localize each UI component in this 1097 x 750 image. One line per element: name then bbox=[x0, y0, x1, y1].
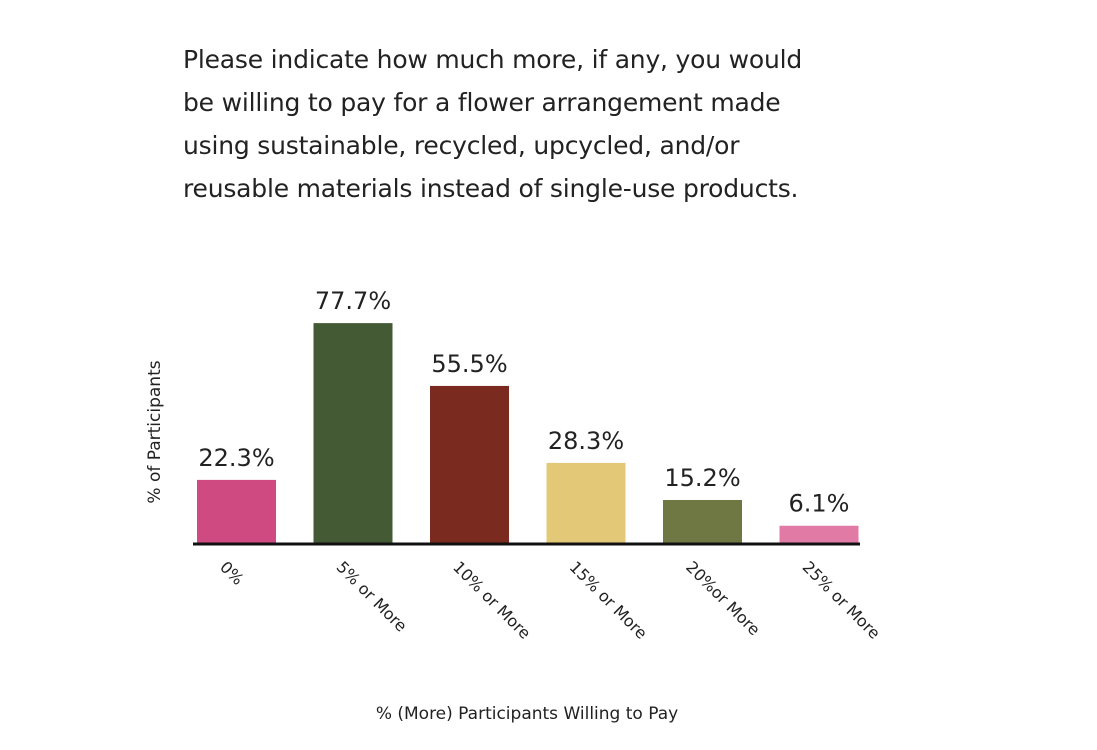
data-label: 28.3% bbox=[548, 427, 624, 455]
x-tick-label: 20%or More bbox=[682, 557, 764, 639]
bar bbox=[197, 479, 276, 543]
x-tick-label: 15% or More bbox=[566, 557, 651, 642]
title-line: Please indicate how much more, if any, y… bbox=[183, 45, 803, 74]
bar bbox=[313, 323, 393, 543]
data-label: 15.2% bbox=[664, 464, 740, 492]
data-label: 77.7% bbox=[315, 287, 391, 315]
x-tick-label: 25% or More bbox=[799, 557, 884, 642]
data-label: 6.1% bbox=[789, 490, 850, 518]
chart-title: Please indicate how much more, if any, y… bbox=[183, 38, 903, 210]
x-tick-label: 0% bbox=[216, 557, 247, 588]
data-label: 22.3% bbox=[198, 444, 274, 472]
bar bbox=[546, 462, 626, 543]
x-axis-label: % (More) Participants Willing to Pay bbox=[375, 704, 679, 724]
bar bbox=[663, 499, 742, 543]
bar bbox=[430, 385, 509, 543]
bar bbox=[779, 525, 859, 543]
title-line: using sustainable, recycled, upcycled, a… bbox=[183, 131, 740, 160]
x-tick-label: 10% or More bbox=[449, 557, 534, 642]
x-tick-label: 5% or More bbox=[333, 557, 411, 635]
data-label: 55.5% bbox=[431, 350, 507, 378]
title-line: reusable materials instead of single-use… bbox=[183, 174, 799, 203]
title-line: be willing to pay for a flower arrangeme… bbox=[183, 88, 781, 117]
